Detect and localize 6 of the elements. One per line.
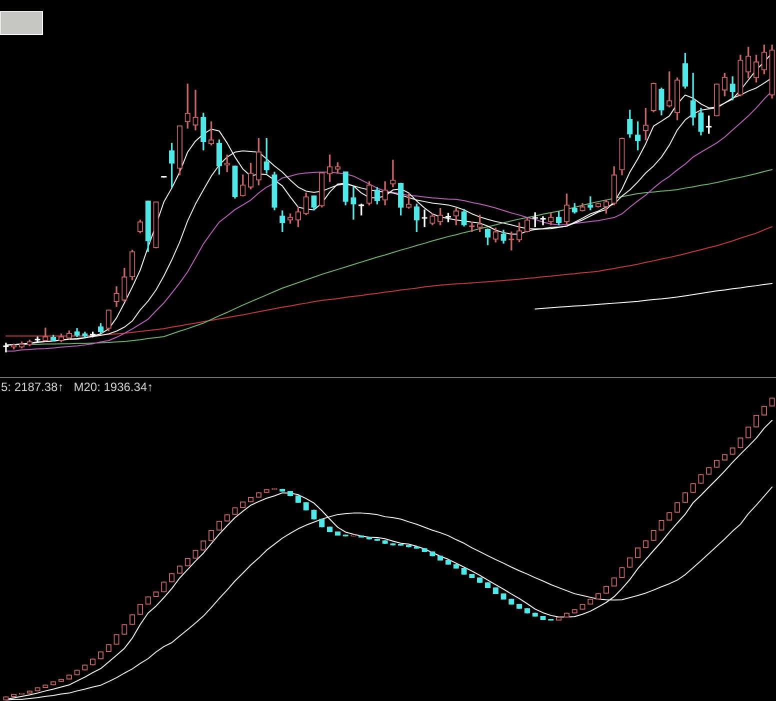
candlestick [390,160,396,188]
text: 5: 2187.38↑ [1,380,64,394]
text: M20: 1936.34↑ [74,380,154,394]
candlestick [192,90,198,130]
candlestick [422,210,428,228]
candlestick [350,186,356,220]
